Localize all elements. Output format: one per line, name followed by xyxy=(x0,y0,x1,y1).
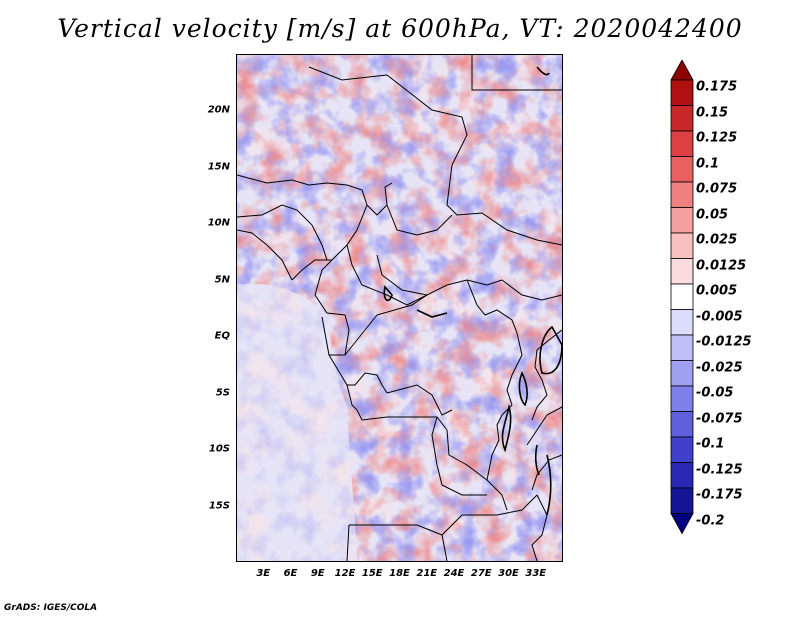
map-panel xyxy=(236,54,563,562)
lon-tick-label: 12E xyxy=(334,568,356,579)
grads-credit: GrADS: IGES/COLA xyxy=(4,603,98,613)
colorbar-swatch xyxy=(670,130,694,157)
colorbar-swatch xyxy=(670,105,694,132)
colorbar-swatch xyxy=(670,181,694,208)
lat-tick-label: 10S xyxy=(208,443,230,455)
lon-tick-label: 21E xyxy=(416,568,438,579)
colorbar-label: 0.175 xyxy=(696,79,738,95)
lat-tick-label: 15N xyxy=(207,161,230,173)
colorbar-swatch xyxy=(670,385,694,412)
colorbar-label: -0.025 xyxy=(696,360,743,375)
lon-tick-label: 24E xyxy=(443,568,465,579)
colorbar-swatch xyxy=(670,207,694,234)
colorbar-top-arrow xyxy=(670,60,694,81)
colorbar-label: -0.005 xyxy=(696,309,743,324)
lon-tick-label: 27E xyxy=(470,568,492,579)
colorbar-label: 0.1 xyxy=(696,156,720,171)
colorbar xyxy=(670,60,694,535)
colorbar-swatch xyxy=(670,487,694,514)
colorbar-swatch xyxy=(670,232,694,259)
lon-tick-label: 6E xyxy=(283,568,298,579)
country-borders xyxy=(237,55,562,561)
colorbar-swatch xyxy=(670,334,694,361)
colorbar-label: -0.175 xyxy=(696,487,743,503)
colorbar-swatch xyxy=(670,156,694,183)
colorbar-swatch xyxy=(670,283,694,310)
colorbar-bottom-arrow xyxy=(670,513,694,535)
colorbar-swatch xyxy=(670,360,694,387)
lon-tick-label: 30E xyxy=(498,568,519,579)
lon-tick-label: 33E xyxy=(525,568,547,579)
lat-tick-label: 15S xyxy=(208,500,230,512)
colorbar-swatch xyxy=(670,411,694,438)
colorbar-swatch xyxy=(670,79,694,106)
colorbar-swatch xyxy=(670,258,694,285)
lon-tick-label: 18E xyxy=(389,568,410,579)
lat-tick-label: 5N xyxy=(214,274,230,286)
lon-tick-label: 3E xyxy=(256,568,271,579)
colorbar-label: -0.1 xyxy=(696,436,725,452)
colorbar-swatch xyxy=(670,462,694,489)
colorbar-label: -0.05 xyxy=(696,385,734,401)
colorbar-label: -0.2 xyxy=(696,513,725,528)
lake-outlines xyxy=(383,66,562,516)
colorbar-label: -0.075 xyxy=(696,411,743,426)
lon-tick-label: 15E xyxy=(361,568,383,579)
chart-title: Vertical velocity [m/s] at 600hPa, VT: 2… xyxy=(57,14,743,43)
colorbar-label: 0.125 xyxy=(696,130,738,146)
colorbar-label: 0.15 xyxy=(696,105,729,120)
lat-tick-label: 5S xyxy=(215,387,230,399)
lat-tick-label: EQ xyxy=(214,330,230,342)
vertical-velocity-field xyxy=(237,55,562,561)
colorbar-swatch xyxy=(670,436,694,463)
colorbar-label: -0.125 xyxy=(696,462,743,477)
colorbar-label: 0.05 xyxy=(696,207,729,222)
lat-tick-label: 10N xyxy=(207,217,230,229)
lon-tick-label: 9E xyxy=(310,568,325,579)
colorbar-label: 0.025 xyxy=(696,232,738,248)
colorbar-swatch xyxy=(670,309,694,336)
lat-tick-label: 20N xyxy=(207,104,230,116)
colorbar-label: -0.0125 xyxy=(696,334,752,350)
colorbar-label: 0.0125 xyxy=(696,258,747,273)
colorbar-label: 0.075 xyxy=(696,181,738,197)
colorbar-label: 0.005 xyxy=(696,283,738,299)
